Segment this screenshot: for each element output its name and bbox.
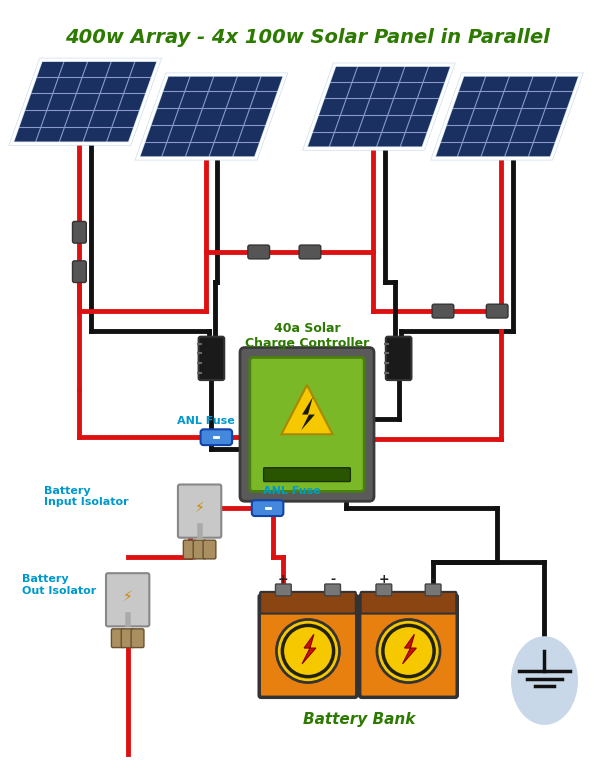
Text: 40a Solar
Charge Controller: 40a Solar Charge Controller [245,323,369,350]
FancyBboxPatch shape [122,629,134,647]
Ellipse shape [511,636,578,725]
Polygon shape [301,397,315,430]
Circle shape [276,620,340,683]
Text: Battery
Out Isolator: Battery Out Isolator [22,574,96,596]
FancyBboxPatch shape [276,584,291,596]
Text: Battery Bank: Battery Bank [303,713,416,727]
FancyBboxPatch shape [360,592,456,614]
FancyBboxPatch shape [198,336,224,380]
Text: Battery
Input Isolator: Battery Input Isolator [44,485,128,507]
FancyBboxPatch shape [111,629,124,647]
Text: +: + [278,573,289,585]
Polygon shape [138,74,286,158]
Text: ANL Fuse: ANL Fuse [263,486,321,496]
FancyBboxPatch shape [178,485,221,538]
FancyBboxPatch shape [432,304,454,318]
Polygon shape [403,634,416,664]
Text: -: - [330,573,335,585]
Polygon shape [302,634,316,664]
FancyBboxPatch shape [260,592,356,614]
FancyBboxPatch shape [252,500,283,516]
FancyBboxPatch shape [325,584,341,596]
Text: 400w Array - 4x 100w Solar Panel in Parallel: 400w Array - 4x 100w Solar Panel in Para… [64,28,550,47]
FancyBboxPatch shape [240,348,374,502]
FancyBboxPatch shape [386,336,411,380]
FancyBboxPatch shape [201,429,232,445]
Text: +: + [379,573,389,585]
Polygon shape [433,74,581,158]
Text: ANL Fuse: ANL Fuse [177,416,235,426]
FancyBboxPatch shape [360,595,457,697]
FancyBboxPatch shape [259,595,357,697]
FancyBboxPatch shape [248,245,270,259]
FancyBboxPatch shape [184,540,196,559]
Text: ⚡: ⚡ [195,502,204,515]
FancyBboxPatch shape [72,261,87,283]
Polygon shape [305,65,453,148]
FancyBboxPatch shape [193,540,206,559]
FancyBboxPatch shape [131,629,144,647]
Text: ⚡: ⚡ [123,590,133,604]
FancyBboxPatch shape [72,221,87,243]
FancyBboxPatch shape [376,584,392,596]
FancyBboxPatch shape [426,584,441,596]
Polygon shape [12,60,159,144]
Text: -: - [430,573,436,585]
FancyBboxPatch shape [263,468,351,482]
Polygon shape [281,385,333,434]
FancyBboxPatch shape [203,540,216,559]
FancyBboxPatch shape [106,573,149,627]
FancyBboxPatch shape [299,245,321,259]
Circle shape [377,620,440,683]
FancyBboxPatch shape [486,304,508,318]
FancyBboxPatch shape [250,357,364,492]
